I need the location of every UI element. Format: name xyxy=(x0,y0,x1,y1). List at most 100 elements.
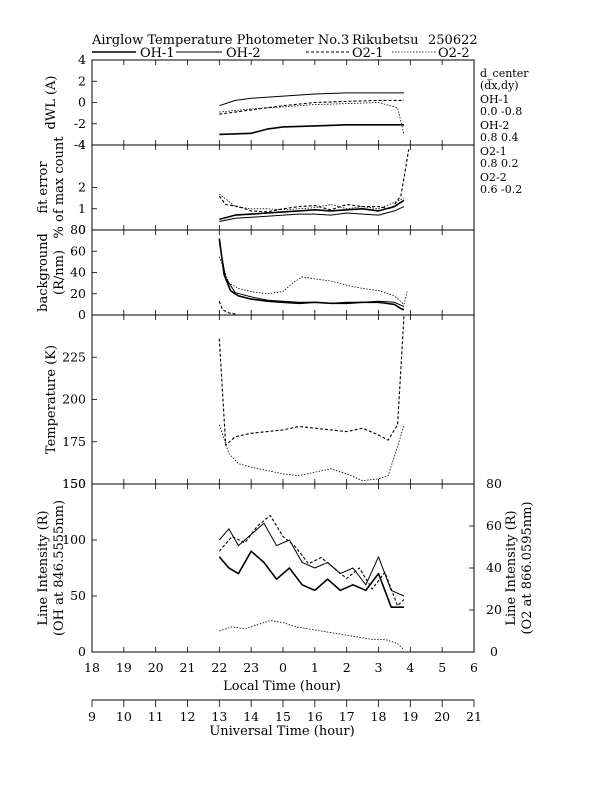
local-time-tick-3: 21 xyxy=(180,660,196,675)
series-intensity-o2-1 xyxy=(218,514,405,607)
y-tick-label-background-3: 20 xyxy=(70,286,86,301)
y-label-temperature: Temperature (K) xyxy=(44,345,59,454)
y-tick-label-fit_error-1: 2 xyxy=(78,180,86,195)
ut-tick-label-12: 21 xyxy=(466,709,482,724)
series-background-oh-1 xyxy=(218,238,405,311)
d-center-value-o2-2: 0.6 -0.2 xyxy=(480,183,522,196)
figure-title: Airglow Temperature Photometer No.3 xyxy=(91,33,349,48)
y-tick-label-dwl-1: 2 xyxy=(78,73,86,88)
local-time-label: Local Time (hour) xyxy=(223,679,341,694)
ut-tick-label-4: 13 xyxy=(211,709,227,724)
y-tick-label-fit_error-2: 1 xyxy=(78,201,86,216)
d-center-name-oh1: OH-1 xyxy=(480,93,509,106)
y-tick-label-temperature-0: 225 xyxy=(62,349,86,364)
d-center-block: d_center (dx,dy) OH-1 0.0 -0.8 OH-2 0.8 … xyxy=(480,67,529,196)
d-center-subtitle: (dx,dy) xyxy=(480,79,519,92)
local-time-tick-1: 19 xyxy=(116,660,132,675)
local-time-tick-9: 3 xyxy=(375,660,383,675)
y-tick-label-intensity-1: 100 xyxy=(62,532,86,547)
station-name: Rikubetsu xyxy=(352,33,418,48)
ut-tick-label-2: 11 xyxy=(148,709,164,724)
legend-label-o2-1: O2-1 xyxy=(352,46,384,61)
y-tick-label-background-0: 80 xyxy=(70,222,86,237)
series-dwl-o2-1 xyxy=(219,99,404,115)
y2-tick-label-1: 60 xyxy=(486,518,502,533)
y2-label2: (O2 at 866.0595nm) xyxy=(520,501,535,634)
time-axes-group: 18 19 20 21 22 23 0 1 2 3 4 5 69 10 11 12 13 14 15 16 17 18 19… xyxy=(84,660,482,724)
series-dwl-oh-2 xyxy=(219,92,404,107)
series-dwl-oh-1 xyxy=(219,124,404,136)
series-background-o2-2 xyxy=(218,256,408,305)
series-intensity-o2-2 xyxy=(219,620,405,651)
y-tick-label-fit_error-3: 0 xyxy=(78,222,86,237)
y-tick-label-dwl-4: -4 xyxy=(74,137,86,152)
ut-tick-label-10: 19 xyxy=(402,709,418,724)
y-tick-label-background-2: 40 xyxy=(70,265,86,280)
local-time-tick-0: 18 xyxy=(84,660,100,675)
local-time-tick-7: 1 xyxy=(311,660,319,675)
d-center-value-oh2: 0.8 0.4 xyxy=(480,131,518,144)
y-tick-label-background-1: 60 xyxy=(70,243,86,258)
y-label-fit_error: fit error xyxy=(36,161,51,214)
panel-fit_error: 4 2 1 0 fit error% of max count xyxy=(36,136,475,239)
series-background-oh-2 xyxy=(218,242,405,307)
series-background-o2-1 xyxy=(218,301,236,315)
d-center-name-o2-2: O2-2 xyxy=(480,171,507,184)
legend: OH-1 OH-2 O2-1 O2-2 xyxy=(92,46,470,61)
ut-tick-label-5: 14 xyxy=(243,709,259,724)
panel-dwl: 4 2 0 -2 -4 dWL (A) xyxy=(44,52,475,152)
d-center-name-oh2: OH-2 xyxy=(480,119,509,132)
y-tick-label-temperature-3: 150 xyxy=(62,476,86,491)
d-center-value-o2-1: 0.8 0.2 xyxy=(480,157,518,170)
y-tick-label-temperature-2: 175 xyxy=(62,434,86,449)
series-intensity-oh-2 xyxy=(218,522,405,597)
y-tick-label-fit_error-0: 4 xyxy=(78,137,86,152)
panel-frame-dwl xyxy=(91,59,475,146)
panel-background: 80 60 40 20 0 background (R/nm) xyxy=(36,222,475,322)
ut-tick-label-11: 20 xyxy=(434,709,450,724)
y-label2-intensity: (OH at 846.5555nm) xyxy=(52,500,67,636)
legend-label-oh1: OH-1 xyxy=(140,46,175,61)
local-time-tick-5: 23 xyxy=(243,660,259,675)
local-time-tick-12: 6 xyxy=(470,660,478,675)
y2-tick-label-4: 0 xyxy=(490,644,498,659)
panel-temperature: 225 200 175 150 Temperature (K) xyxy=(44,314,475,491)
y-tick-label-intensity-2: 50 xyxy=(70,588,86,603)
ut-tick-label-3: 12 xyxy=(180,709,196,724)
local-time-tick-11: 5 xyxy=(438,660,446,675)
y-label2-fit_error: % of max count xyxy=(52,136,67,239)
y-tick-label-background-4: 0 xyxy=(78,307,86,322)
local-time-tick-4: 22 xyxy=(211,660,227,675)
y-label2-background: (R/nm) xyxy=(52,250,67,295)
local-time-tick-6: 0 xyxy=(279,660,287,675)
panel-frame-fit_error xyxy=(91,144,475,231)
y-label-intensity: Line Intensity (R) xyxy=(36,510,51,625)
local-time-tick-8: 2 xyxy=(343,660,351,675)
series-temperature-o2-2 xyxy=(218,424,405,482)
series-fit_error-o2-2 xyxy=(219,193,405,211)
panel-frame-intensity xyxy=(91,483,475,653)
ut-tick-label-9: 18 xyxy=(371,709,387,724)
universal-time-label: Universal Time (hour) xyxy=(209,724,354,739)
panel-frame-temperature xyxy=(91,314,475,485)
y-tick-label-intensity-0: 150 xyxy=(62,476,86,491)
y2-tick-label-2: 40 xyxy=(486,560,502,575)
y-label-dwl: dWL (A) xyxy=(44,76,59,130)
series-intensity-oh-1 xyxy=(218,550,404,609)
legend-label-oh2: OH-2 xyxy=(226,46,261,61)
y-tick-label-dwl-2: 0 xyxy=(78,95,86,110)
ut-tick-label-0: 9 xyxy=(88,709,96,724)
series-fit_error-oh-1 xyxy=(219,199,405,221)
ut-tick-label-1: 10 xyxy=(116,709,132,724)
y2-label: Line Intensity (R) xyxy=(504,510,519,625)
ut-tick-label-6: 15 xyxy=(275,709,291,724)
local-time-tick-2: 20 xyxy=(148,660,164,675)
d-center-title: d_center xyxy=(480,67,529,80)
series-dwl-o2-2 xyxy=(219,102,405,135)
series-fit_error-oh-2 xyxy=(219,206,405,222)
d-center-value-oh1: 0.0 -0.8 xyxy=(480,105,522,118)
series-fit_error-o2-1 xyxy=(218,149,410,213)
